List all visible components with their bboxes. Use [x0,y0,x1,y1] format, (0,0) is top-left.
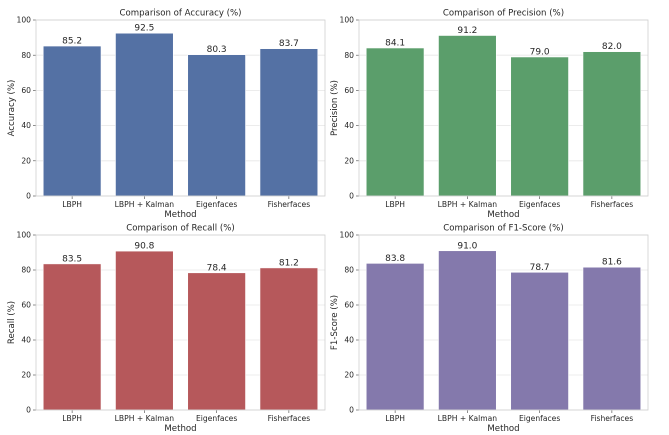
x-tick-label: LBPH + Kalman [438,414,498,423]
x-axis-label: Method [164,210,196,220]
bar-value-label: 78.7 [530,263,550,273]
chart-recall: 0 20 40 60 80 100 83.5 LBPH 90.8 LBPH + Kalman 78.… [7,224,326,434]
x-axis-label: Method [487,424,519,434]
y-tick-label: 80 [21,51,31,60]
bar-value-label: 83.7 [279,39,299,49]
bar-value-label: 79.0 [530,47,550,57]
x-tick-label: LBPH [385,200,405,209]
x-tick-label: Fisherfaces [268,200,311,209]
x-tick-label: Fisherfaces [591,200,634,209]
y-tick-label: 0 [349,406,354,415]
bar-fisherfaces [582,266,642,411]
y-tick-label: 60 [21,301,31,310]
plot-frame [35,19,326,197]
y-tick-label: 60 [21,86,31,95]
x-tick-label: Eigenfaces [519,200,560,209]
plot-frame [358,19,649,197]
bar-eigenfaces [510,271,569,411]
bar-value-label: 83.8 [385,254,405,264]
chart-title: Comparison of F1-Score (%) [443,224,563,234]
plot-frame [358,234,649,411]
y-tick-label: 80 [344,266,354,275]
bar-fisherfaces [582,51,642,197]
bar-lbph-kalman [115,32,174,197]
bar-value-label: 84.1 [385,38,405,48]
y-tick-label: 40 [344,336,354,345]
y-tick-label: 20 [344,371,354,380]
y-tick-label: 60 [344,86,354,95]
y-tick-label: 100 [340,231,355,240]
x-tick-label: LBPH + Kalman [115,414,175,423]
y-tick-label: 0 [26,192,31,201]
bar-value-label: 91.2 [457,26,477,36]
bar-value-label: 92.5 [134,24,154,34]
y-tick-label: 0 [349,192,354,201]
bar-value-label: 78.4 [207,263,227,273]
y-tick-label: 80 [21,266,31,275]
y-tick-label: 20 [344,156,354,165]
bar-fisherfaces [259,267,319,411]
bar-fisherfaces [259,48,319,197]
x-tick-label: LBPH + Kalman [438,200,498,209]
chart-f1-score: 0 20 40 60 80 100 83.8 LBPH 91.0 LBPH + Kalman 78.… [330,224,649,434]
plot-frame [35,234,326,411]
bar-value-label: 85.2 [62,37,82,47]
x-tick-label: LBPH [62,414,82,423]
bar-lbph-kalman [438,35,497,197]
bar-lbph [42,45,102,197]
y-axis-label: Accuracy (%) [7,80,17,137]
bar-lbph-kalman [115,250,174,411]
x-tick-label: Eigenfaces [519,414,560,423]
chart-title: Comparison of Recall (%) [126,224,234,234]
x-axis-label: Method [164,424,196,434]
chart-title: Comparison of Precision (%) [443,9,564,19]
bar-eigenfaces [187,54,246,197]
chart-title: Comparison of Accuracy (%) [119,9,241,19]
y-tick-label: 100 [17,16,32,25]
chart-accuracy: 0 20 40 60 80 100 85.2 LBPH 92.5 LBPH + Kalman 80.… [7,9,326,220]
x-tick-label: LBPH [385,414,405,423]
bar-eigenfaces [510,56,569,197]
y-axis-label: F1-Score (%) [330,295,340,350]
x-tick-label: Eigenfaces [196,414,237,423]
y-tick-label: 20 [21,371,31,380]
bar-eigenfaces [187,272,246,411]
x-tick-label: LBPH [62,200,82,209]
x-tick-label: Fisherfaces [268,414,311,423]
y-tick-label: 40 [21,121,31,130]
bar-value-label: 82.0 [602,42,622,52]
bar-value-label: 90.8 [134,242,154,252]
y-axis-label: Precision (%) [330,80,340,136]
bar-value-label: 81.2 [279,258,299,268]
y-tick-label: 100 [17,231,32,240]
chart-precision: 0 20 40 60 80 100 84.1 LBPH 91.2 LBPH + Kalman 79.… [330,9,649,220]
y-tick-label: 60 [344,301,354,310]
bar-value-label: 83.5 [62,254,82,264]
bar-lbph [365,47,425,197]
x-tick-label: Fisherfaces [591,414,634,423]
bar-lbph-kalman [438,250,497,411]
y-tick-label: 80 [344,51,354,60]
bar-value-label: 91.0 [457,241,477,251]
x-tick-label: LBPH + Kalman [115,200,175,209]
y-tick-label: 40 [344,121,354,130]
x-axis-label: Method [487,210,519,220]
y-axis-label: Recall (%) [7,301,17,344]
bar-lbph [42,263,102,411]
bar-value-label: 80.3 [207,45,227,55]
x-tick-label: Eigenfaces [196,200,237,209]
y-tick-label: 0 [26,406,31,415]
y-tick-label: 100 [340,16,355,25]
bar-lbph [365,263,425,411]
y-tick-label: 20 [21,156,31,165]
bar-value-label: 81.6 [602,258,622,268]
y-tick-label: 40 [21,336,31,345]
